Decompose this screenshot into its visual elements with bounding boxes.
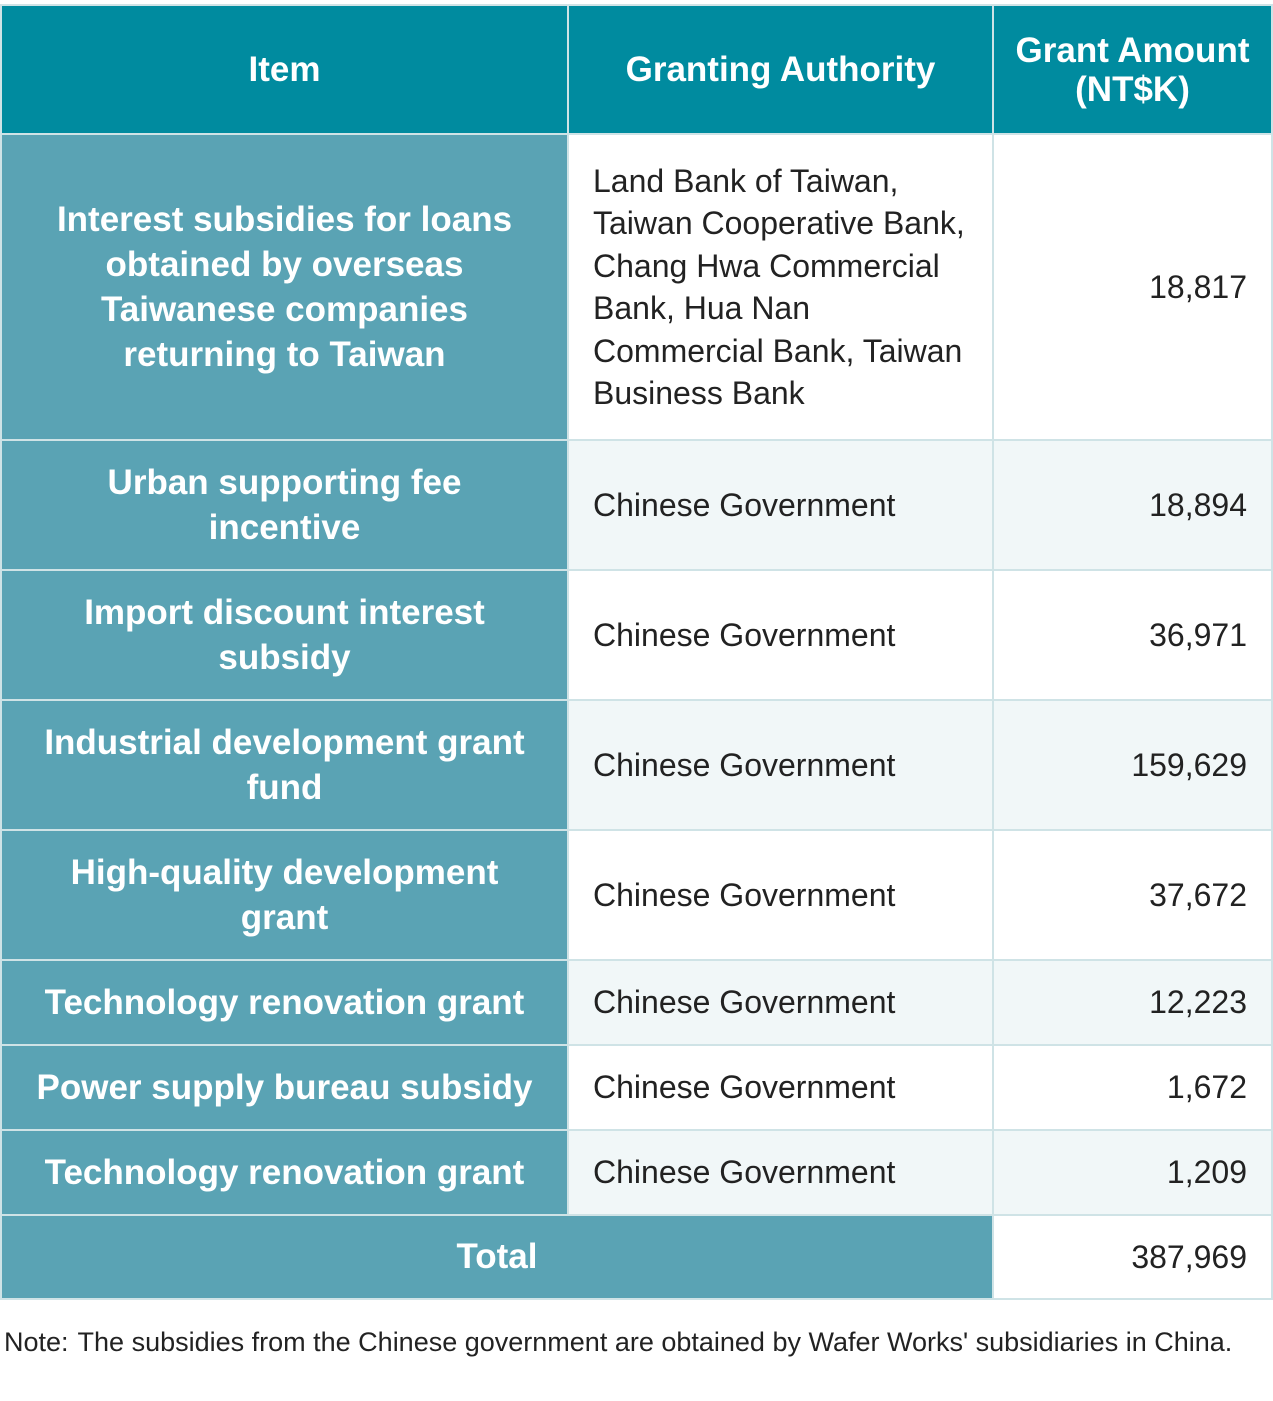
authority-cell: Chinese Government xyxy=(567,569,994,701)
grants-table: Item Granting Authority Grant Amount (NT… xyxy=(0,4,1273,1300)
amount-cell: 1,672 xyxy=(992,1044,1273,1131)
authority-cell: Chinese Government xyxy=(567,829,994,961)
footnote: Note: The subsidies from the Chinese gov… xyxy=(4,1325,1270,1360)
authority-cell: Chinese Government xyxy=(567,1044,994,1131)
item-cell: Industrial development grant fund xyxy=(0,699,569,831)
table-row: Urban supporting fee incentive Chinese G… xyxy=(0,439,1273,571)
header-grant-amount: Grant Amount (NT$K) xyxy=(992,4,1273,135)
table-row: Import discount interest subsidy Chinese… xyxy=(0,569,1273,701)
table-row: Industrial development grant fund Chines… xyxy=(0,699,1273,831)
authority-cell: Land Bank of Taiwan, Taiwan Cooperative … xyxy=(567,133,994,441)
amount-cell: 37,672 xyxy=(992,829,1273,961)
item-cell: High-quality development grant xyxy=(0,829,569,961)
amount-cell: 18,894 xyxy=(992,439,1273,571)
table-row: Technology renovation grant Chinese Gove… xyxy=(0,1129,1273,1216)
authority-cell: Chinese Government xyxy=(567,959,994,1046)
item-cell: Import discount interest subsidy xyxy=(0,569,569,701)
note-label: Note: xyxy=(4,1327,69,1357)
item-cell: Power supply bureau subsidy xyxy=(0,1044,569,1131)
authority-cell: Chinese Government xyxy=(567,439,994,571)
note-text: The subsidies from the Chinese governmen… xyxy=(77,1327,1233,1357)
total-label: Total xyxy=(0,1214,994,1300)
table-row: High-quality development grant Chinese G… xyxy=(0,829,1273,961)
item-cell: Technology renovation grant xyxy=(0,959,569,1046)
table-row: Interest subsidies for loans obtained by… xyxy=(0,133,1273,441)
table-row: Technology renovation grant Chinese Gove… xyxy=(0,959,1273,1046)
total-row: Total 387,969 xyxy=(0,1214,1273,1300)
amount-cell: 159,629 xyxy=(992,699,1273,831)
total-amount: 387,969 xyxy=(992,1214,1273,1300)
amount-cell: 36,971 xyxy=(992,569,1273,701)
item-cell: Urban supporting fee incentive xyxy=(0,439,569,571)
authority-cell: Chinese Government xyxy=(567,1129,994,1216)
item-cell: Interest subsidies for loans obtained by… xyxy=(0,133,569,441)
item-cell: Technology renovation grant xyxy=(0,1129,569,1216)
amount-cell: 12,223 xyxy=(992,959,1273,1046)
amount-cell: 18,817 xyxy=(992,133,1273,441)
amount-cell: 1,209 xyxy=(992,1129,1273,1216)
table-row: Power supply bureau subsidy Chinese Gove… xyxy=(0,1044,1273,1131)
header-item: Item xyxy=(0,4,569,135)
authority-cell: Chinese Government xyxy=(567,699,994,831)
header-row: Item Granting Authority Grant Amount (NT… xyxy=(0,4,1273,135)
header-granting-authority: Granting Authority xyxy=(567,4,994,135)
